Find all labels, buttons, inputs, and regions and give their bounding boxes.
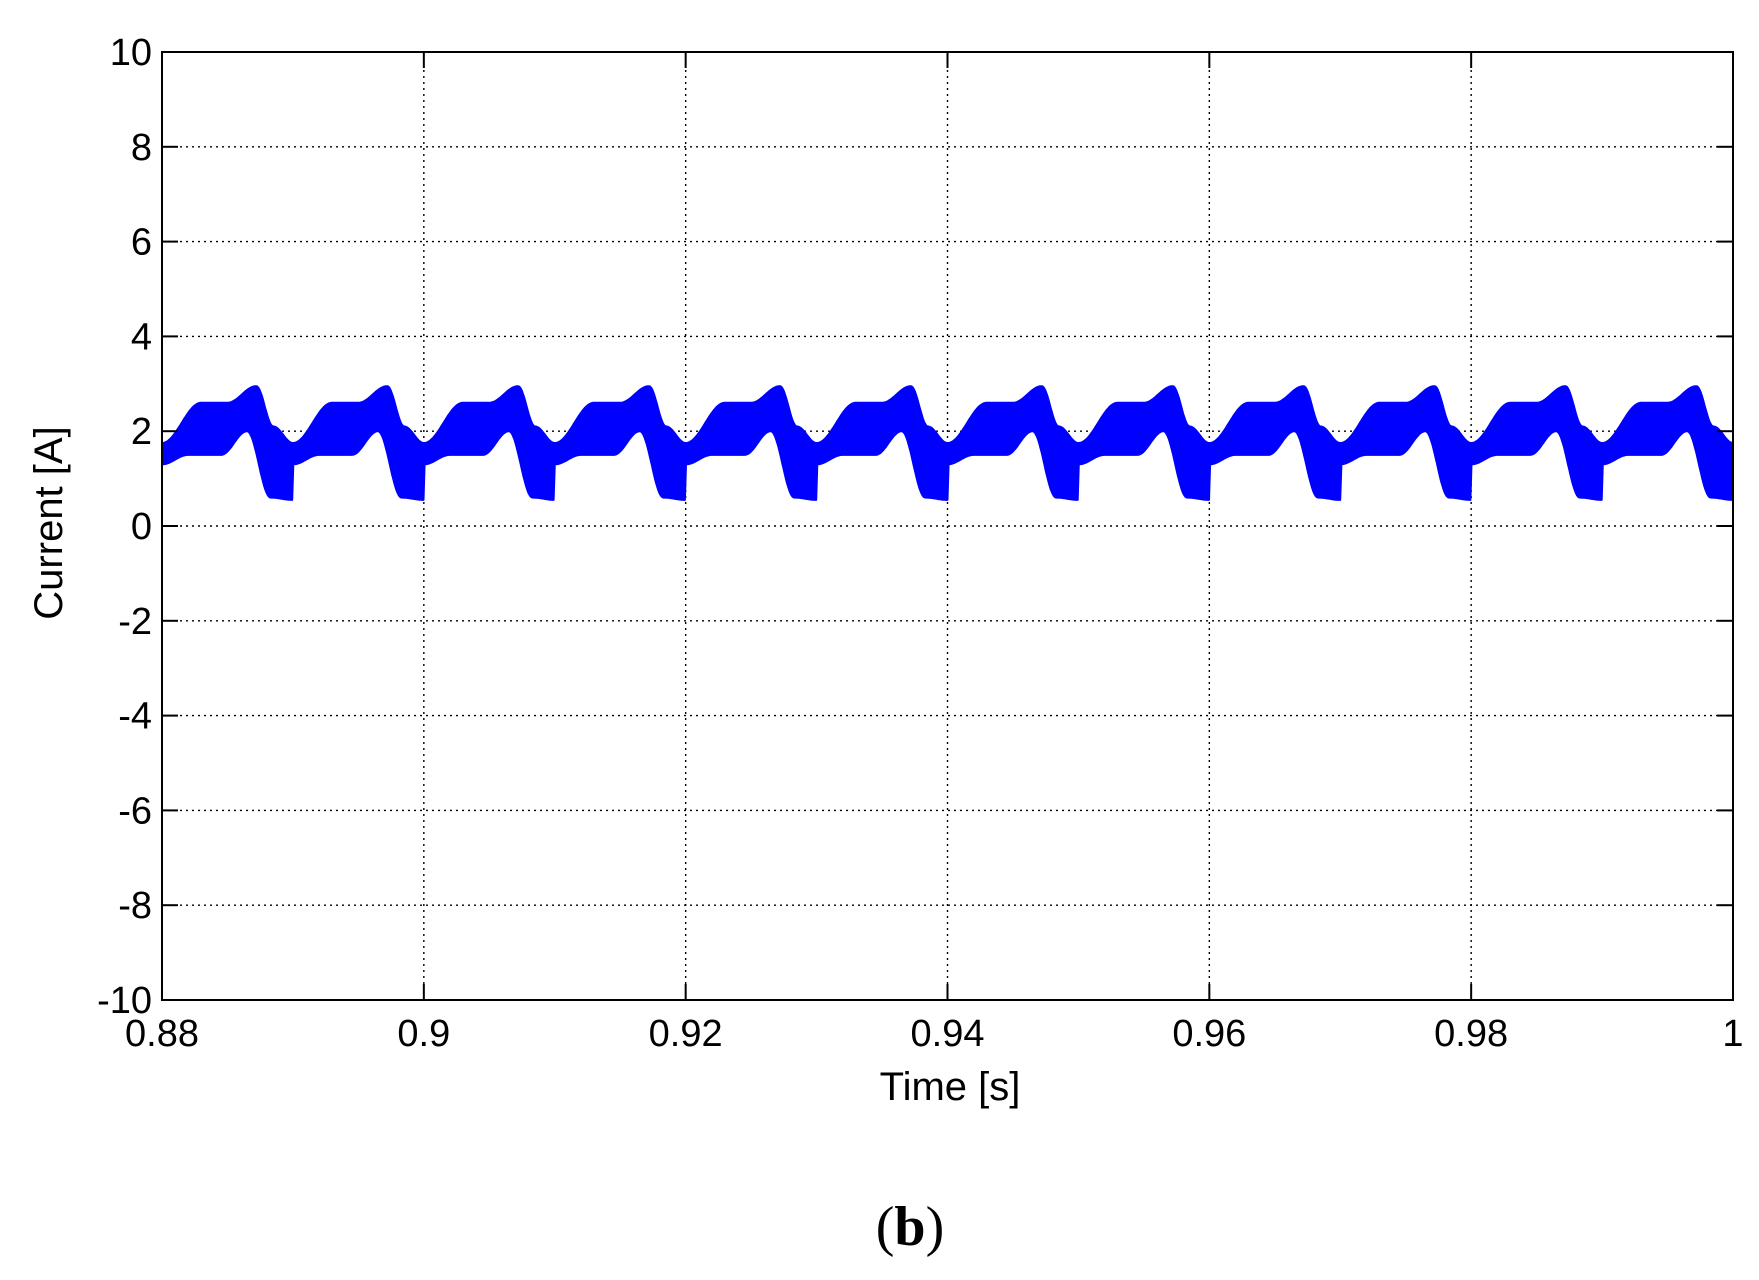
axis-ticks — [161, 51, 1734, 1001]
series-band — [161, 385, 1734, 501]
panel-label-close: ) — [926, 1196, 945, 1258]
grid-lines — [161, 51, 1734, 1001]
x-tick-label: 0.96 — [1172, 1013, 1246, 1055]
y-tick-label: -2 — [118, 601, 152, 643]
y-tick-label: 4 — [131, 316, 152, 358]
y-tick-label: -10 — [97, 980, 152, 1022]
x-tick-label: 1 — [1722, 1013, 1743, 1055]
x-tick-labels: 0.88 0.9 0.92 0.94 0.96 0.98 1 — [125, 1013, 1744, 1055]
y-tick-label: 6 — [131, 222, 152, 264]
x-tick-label: 0.92 — [649, 1013, 723, 1055]
x-tick-label: 0.88 — [125, 1013, 199, 1055]
x-tick-label: 0.98 — [1434, 1013, 1508, 1055]
y-tick-label: 10 — [110, 32, 152, 74]
y-tick-label: -6 — [118, 790, 152, 832]
y-tick-label: -4 — [118, 696, 152, 738]
y-tick-label: -8 — [118, 885, 152, 927]
panel-label-letter: b — [894, 1196, 925, 1258]
data-series — [161, 385, 1734, 501]
x-tick-label: 0.9 — [397, 1013, 450, 1055]
panel-label: (b) — [876, 1196, 944, 1258]
y-tick-label: 8 — [131, 127, 152, 169]
y-tick-label: 0 — [131, 506, 152, 548]
x-tick-label: 0.94 — [911, 1013, 985, 1055]
panel-label-open: ( — [876, 1196, 895, 1258]
y-axis-label: Current [A] — [27, 426, 71, 619]
x-axis-label: Time [s] — [880, 1065, 1021, 1109]
y-tick-labels: -10 -8 -6 -4 -2 0 2 4 6 8 10 — [97, 32, 152, 1022]
y-tick-label: 2 — [131, 411, 152, 453]
